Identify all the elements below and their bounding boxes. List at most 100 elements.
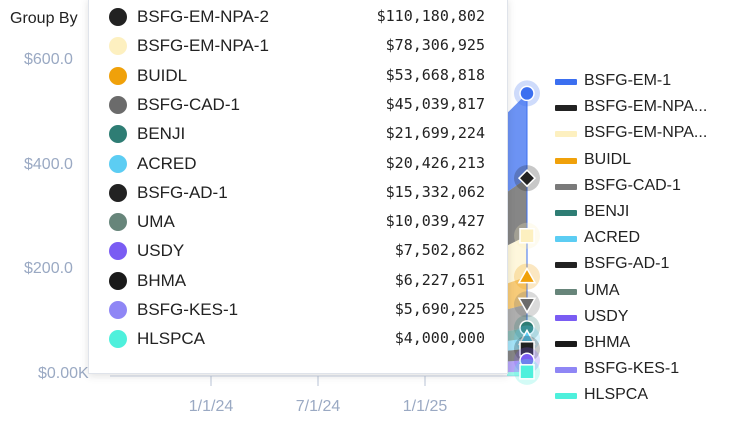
tooltip-series-name: BHMA [137,270,187,290]
legend-swatch [555,131,577,138]
legend-item[interactable]: BSFG-EM-1 [555,70,750,94]
legend-swatch [555,262,577,269]
tooltip-series-name: BSFG-EM-NPA-1 [137,36,269,56]
legend-label: BSFG-AD-1 [584,255,670,273]
x-tick-label: 1/1/25 [402,398,448,415]
legend-label: BUIDL [584,150,632,168]
series-color-dot [109,95,127,114]
tooltip-row: BENJI $21,699,224 [89,121,507,147]
legend-label: BSFG-EM-1 [584,72,672,89]
tooltip-row: BSFG-EM-NPA-1 $78,306,925 [89,33,507,59]
series-color-dot [109,154,127,173]
series-color-dot [109,330,127,349]
legend-item[interactable]: USDY [555,306,750,330]
tooltip-series-name: BSFG-EM-NPA-2 [137,7,269,26]
hover-marker-bsfg-em-npa-1 [519,227,535,244]
legend-label: BSFG-KES-1 [584,360,680,378]
legend-label: HLSPCA [584,386,649,404]
tooltip-series-value: $21,699,224 [385,124,485,143]
area-series-bsfg-em-npa-1 [507,235,527,284]
tooltip-series-value: $15,332,062 [385,182,485,201]
legend-label: BSFG-EM-NPA... [584,98,708,116]
tooltip-row: ACRED $20,426,213 [89,151,507,177]
group-by-label[interactable]: Group By [10,10,78,27]
legend-item[interactable]: BUIDL [555,149,750,173]
tooltip-row: BSFG-KES-1 $5,690,225 [89,297,507,323]
legend-label: ACRED [584,229,641,247]
tooltip-row: BUIDL $53,668,818 [89,63,507,89]
legend-label: BSFG-CAD-1 [584,176,681,194]
legend-swatch [555,157,577,164]
legend-item[interactable]: BSFG-EM-NPA... [555,96,750,120]
tooltip-row: BSFG-AD-1 $15,332,062 [89,180,507,206]
legend-item[interactable]: ACRED [555,227,750,251]
legend-item[interactable]: BENJI [555,201,750,225]
series-color-dot [109,271,127,290]
tooltip-series-name: ACRED [137,153,197,173]
tooltip-row: BSFG-EM-NPA-2 $110,180,802 [89,4,507,30]
series-color-dot [109,8,127,26]
tooltip-series-name: USDY [137,241,185,261]
tooltip-series-name: BSFG-AD-1 [137,182,228,202]
legend-swatch [555,341,577,347]
hover-marker-bsfg-cad-1 [517,297,537,314]
legend-swatch [555,183,577,190]
tooltip-series-value: $5,690,225 [394,300,485,318]
hover-tooltip: BSFG-EM-NPA-2 $110,180,802 BSFG-EM-NPA-1 $7… [88,0,508,374]
legend-item[interactable]: HLSPCA [555,384,750,408]
legend-swatch [555,314,577,321]
tooltip-series-value: $7,502,862 [394,241,485,260]
tooltip-series-value: $6,227,651 [394,270,485,289]
tooltip-series-value: $53,668,818 [385,65,485,84]
tooltip-row: USDY $7,502,862 [89,238,507,264]
tooltip-series-value: $45,039,817 [385,94,485,113]
legend-label: USDY [584,307,629,325]
y-tick-label: $600.0 [24,51,73,68]
area-series-bsfg-em-1 [507,93,527,193]
tooltip-row: BHMA $6,227,651 [89,268,507,294]
legend-item[interactable]: UMA [555,280,750,304]
legend-swatch [555,210,577,216]
tooltip-row: BSFG-CAD-1 $45,039,817 [89,92,507,118]
x-tick-label: 7/1/24 [295,398,341,415]
legend-label: UMA [584,281,620,299]
tooltip-series-value: $110,180,802 [376,7,485,25]
tooltip-series-name: BENJI [137,124,186,144]
legend-swatch [555,288,577,295]
tooltip-row: HLSPCA $4,000,000 [89,326,507,352]
legend-item[interactable]: BSFG-AD-1 [555,253,750,277]
tooltip-row: UMA $10,039,427 [89,209,507,235]
tooltip-series-name: UMA [137,212,175,232]
series-color-dot [109,213,127,232]
y-tick-label: $0.00K [38,365,89,382]
tooltip-series-name: BUIDL [137,65,188,85]
tooltip-series-value: $78,306,925 [385,36,485,55]
x-tick-label: 1/1/24 [188,398,234,415]
legend-swatch [555,105,577,112]
legend-label: BSFG-EM-NPA... [584,124,708,142]
legend-item[interactable]: BSFG-KES-1 [555,358,750,382]
hover-marker-bsfg-em-npa-2 [517,169,537,188]
hover-marker-bsfg-em-1 [519,85,535,102]
series-color-dot [109,37,127,56]
y-tick-label: $200.0 [24,260,73,278]
series-color-dot [109,183,127,202]
tooltip-series-name: BSFG-KES-1 [137,300,239,319]
tooltip-series-value: $20,426,213 [385,153,485,172]
series-color-dot [109,242,127,261]
legend-item[interactable]: BHMA [555,332,750,356]
series-color-dot [109,301,127,319]
legend-label: BHMA [584,334,631,351]
y-tick-label: $400.0 [24,155,73,173]
legend-swatch [555,393,577,400]
legend-item[interactable]: BSFG-CAD-1 [555,175,750,199]
tooltip-series-name: BSFG-CAD-1 [137,94,240,114]
series-color-dot [109,66,127,85]
tooltip-series-value: $4,000,000 [394,329,485,348]
hover-marker-hlspca [519,364,535,380]
legend-swatch [555,367,577,374]
legend-swatch [555,236,577,243]
legend-item[interactable]: BSFG-EM-NPA... [555,122,750,146]
